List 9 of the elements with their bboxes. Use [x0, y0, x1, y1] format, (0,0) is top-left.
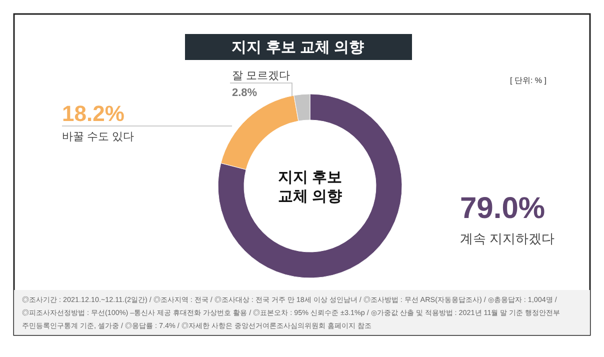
slice-label: 계속 지지하겠다 [460, 231, 555, 246]
data-label: 18.2% [62, 101, 124, 126]
chart-title: 지지 후보 교체 의향 [232, 39, 364, 56]
data-label: 2.8% [232, 87, 258, 99]
slice-label: 잘 모르겠다 [232, 70, 290, 82]
data-label: 79.0% [460, 192, 546, 225]
text: [ 단위: % ] [510, 76, 546, 85]
slice-label: 바꿀 수도 있다 [62, 131, 134, 143]
text: 지지 후보 교체 의향 [278, 169, 342, 205]
